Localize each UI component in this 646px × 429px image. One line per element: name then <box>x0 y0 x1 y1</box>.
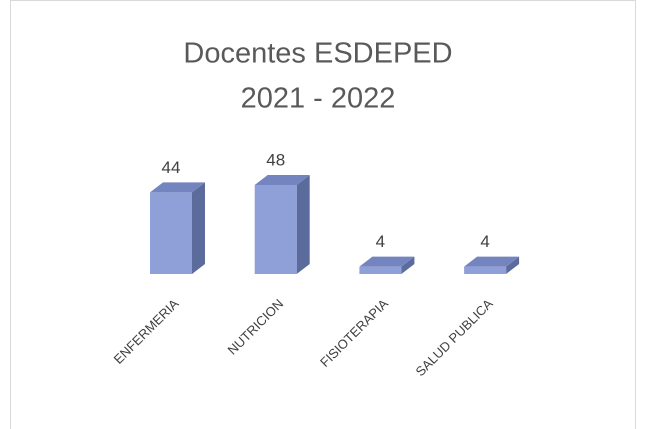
value-label: 44 <box>162 158 181 177</box>
bar-front <box>464 266 507 274</box>
chart-title: Docentes ESDEPED <box>183 38 452 70</box>
value-label: 4 <box>480 232 489 251</box>
bar-top <box>464 256 520 267</box>
bar <box>150 182 205 274</box>
bar-side <box>296 175 310 274</box>
bar-front <box>150 192 192 274</box>
bar <box>464 256 520 274</box>
bar-top <box>254 175 310 185</box>
bar-top <box>150 182 205 193</box>
bar-front <box>254 185 297 274</box>
bar-side <box>401 256 415 274</box>
bar-side <box>506 256 520 274</box>
bar-side <box>192 182 205 274</box>
bar-front <box>359 266 402 274</box>
bar-top <box>359 256 415 267</box>
chart-frame <box>10 0 636 429</box>
bar <box>359 256 415 274</box>
chart-title: 2021 - 2022 <box>241 83 396 115</box>
value-label: 4 <box>376 232 385 251</box>
bar <box>254 175 310 274</box>
value-label: 48 <box>266 150 285 169</box>
